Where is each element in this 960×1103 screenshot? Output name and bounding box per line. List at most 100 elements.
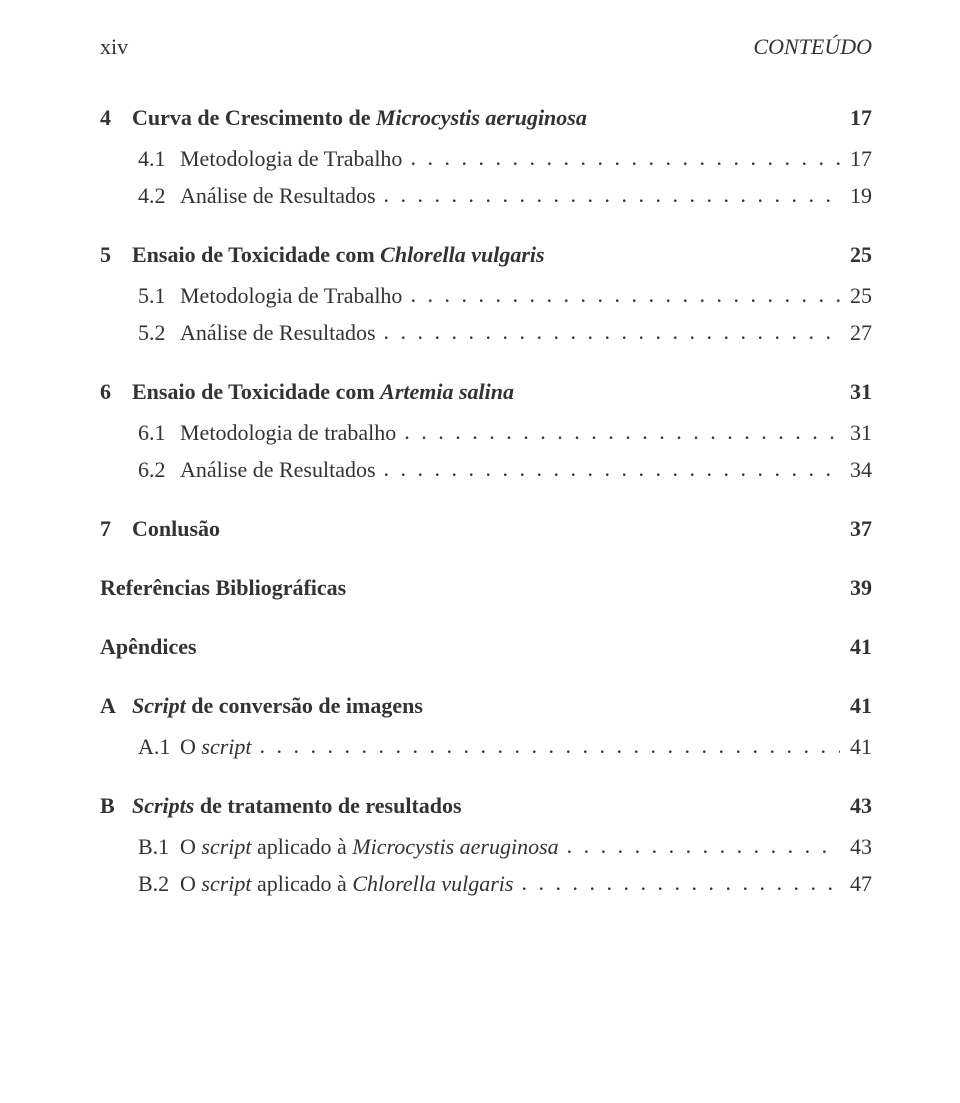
toc-entry-number: 5.1	[138, 279, 180, 312]
toc-entry: 5.1Metodologia de Trabalho 25	[100, 279, 872, 312]
toc-entry: A.1O script41	[100, 730, 872, 763]
toc-entry-page: 19	[840, 179, 872, 212]
toc-leader-dots	[513, 866, 840, 899]
toc-entry-title: Metodologia de trabalho	[180, 416, 396, 449]
toc-title-text: Metodologia de trabalho	[180, 420, 396, 445]
toc-title-italic: Script	[132, 693, 186, 718]
toc-entry: 5Ensaio de Toxicidade com Chlorella vulg…	[100, 238, 872, 271]
toc-title-text: de tratamento de resultados	[194, 793, 461, 818]
toc-entry-page: 47	[840, 867, 872, 900]
page: xiv CONTEÚDO 4Curva de Crescimento de Mi…	[0, 0, 960, 1103]
running-head: xiv CONTEÚDO	[100, 30, 872, 63]
toc-entry: 6.2Análise de Resultados 34	[100, 453, 872, 486]
toc-entry-page: 39	[840, 571, 872, 604]
toc-title-text: aplicado à	[252, 871, 353, 896]
toc-entry: B.1O script aplicado à Microcystis aerug…	[100, 830, 872, 863]
toc-entry-title: O script	[180, 730, 252, 763]
toc-title-text: O	[180, 834, 201, 859]
toc-title-text: Metodologia de Trabalho	[180, 146, 402, 171]
toc-title-text: Metodologia de Trabalho	[180, 283, 402, 308]
toc-entry: AScript de conversão de imagens 41	[100, 689, 872, 722]
toc-leader-dots	[559, 829, 840, 862]
section-title-top: CONTEÚDO	[753, 30, 872, 63]
toc-entry-page: 34	[840, 453, 872, 486]
toc-title-text: Conlusão	[132, 516, 220, 541]
toc-entry-title: Curva de Crescimento de Microcystis aeru…	[132, 101, 587, 134]
toc-title-text: Ensaio de Toxicidade com	[132, 379, 380, 404]
toc-title-text: Ensaio de Toxicidade com	[132, 242, 380, 267]
toc-entry-number: 6	[100, 375, 132, 408]
toc-title-italic: Chlorella vulgaris	[380, 242, 544, 267]
toc-entry-page: 41	[840, 630, 872, 663]
toc-entry: Apêndices 41	[100, 630, 872, 663]
toc-entry-title: Análise de Resultados	[180, 453, 376, 486]
toc-entry-title: Referências Bibliográficas	[100, 571, 346, 604]
toc-title-text: O	[180, 871, 201, 896]
toc-title-text: Referências Bibliográficas	[100, 575, 346, 600]
toc-leader-dots	[402, 141, 840, 174]
toc-entry-page: 27	[840, 316, 872, 349]
toc-entry-number: 5	[100, 238, 132, 271]
toc-entry-number: 5.2	[138, 316, 180, 349]
toc-entry-number: A	[100, 689, 132, 722]
toc-entry-number: 4	[100, 101, 132, 134]
toc-entry-number: B	[100, 789, 132, 822]
toc-title-italic: Artemia salina	[380, 379, 514, 404]
toc-title-italic: Chlorella vulgaris	[352, 871, 513, 896]
toc-title-text: Curva de Crescimento de	[132, 105, 376, 130]
toc-entry-page: 31	[840, 416, 872, 449]
toc-title-text: aplicado à	[252, 834, 353, 859]
toc-leader-dots	[376, 315, 840, 348]
toc-title-italic: script	[201, 834, 251, 859]
toc-title-italic: Microcystis aeruginosa	[352, 834, 558, 859]
toc-entry-number: B.1	[138, 830, 180, 863]
toc-entry-page: 43	[840, 830, 872, 863]
toc-title-text: de conversão de imagens	[186, 693, 423, 718]
toc-entry: Referências Bibliográficas 39	[100, 571, 872, 604]
table-of-contents: 4Curva de Crescimento de Microcystis aer…	[100, 101, 872, 900]
toc-entry-page: 17	[840, 101, 872, 134]
toc-entry-page: 41	[840, 730, 872, 763]
toc-entry: B.2O script aplicado à Chlorella vulgari…	[100, 867, 872, 900]
toc-entry-number: 6.2	[138, 453, 180, 486]
toc-title-italic: Microcystis aeruginosa	[376, 105, 587, 130]
toc-entry-title: O script aplicado à Chlorella vulgaris	[180, 867, 513, 900]
toc-title-italic: Scripts	[132, 793, 194, 818]
toc-entry: 6Ensaio de Toxicidade com Artemia salina…	[100, 375, 872, 408]
toc-entry: 7Conlusão 37	[100, 512, 872, 545]
toc-title-italic: script	[201, 734, 251, 759]
toc-entry-title: Apêndices	[100, 630, 197, 663]
toc-entry-number: 7	[100, 512, 132, 545]
toc-entry-page: 31	[840, 375, 872, 408]
toc-entry-number: B.2	[138, 867, 180, 900]
toc-entry-title: Scripts de tratamento de resultados	[132, 789, 462, 822]
toc-entry-page: 25	[840, 279, 872, 312]
toc-leader-dots	[396, 415, 840, 448]
page-number-top: xiv	[100, 30, 128, 63]
toc-entry-page: 17	[840, 142, 872, 175]
toc-leader-dots	[402, 278, 840, 311]
toc-entry: 4Curva de Crescimento de Microcystis aer…	[100, 101, 872, 134]
toc-entry-page: 43	[840, 789, 872, 822]
toc-entry-title: O script aplicado à Microcystis aerugino…	[180, 830, 559, 863]
toc-entry-number: 4.1	[138, 142, 180, 175]
toc-entry-title: Conlusão	[132, 512, 220, 545]
toc-entry-page: 25	[840, 238, 872, 271]
toc-entry: BScripts de tratamento de resultados 43	[100, 789, 872, 822]
toc-entry-title: Ensaio de Toxicidade com Chlorella vulga…	[132, 238, 545, 271]
toc-title-italic: script	[201, 871, 251, 896]
toc-title-text: Apêndices	[100, 634, 197, 659]
toc-entry-page: 41	[840, 689, 872, 722]
toc-title-text: Análise de Resultados	[180, 183, 376, 208]
toc-leader-dots	[376, 452, 840, 485]
toc-entry-title: Análise de Resultados	[180, 179, 376, 212]
toc-entry: 4.1Metodologia de Trabalho 17	[100, 142, 872, 175]
toc-entry-title: Análise de Resultados	[180, 316, 376, 349]
toc-title-text: O	[180, 734, 201, 759]
toc-entry-number: 4.2	[138, 179, 180, 212]
toc-entry-title: Script de conversão de imagens	[132, 689, 423, 722]
toc-leader-dots	[252, 729, 840, 762]
toc-leader-dots	[376, 178, 840, 211]
toc-entry: 4.2Análise de Resultados 19	[100, 179, 872, 212]
toc-entry-page: 37	[840, 512, 872, 545]
